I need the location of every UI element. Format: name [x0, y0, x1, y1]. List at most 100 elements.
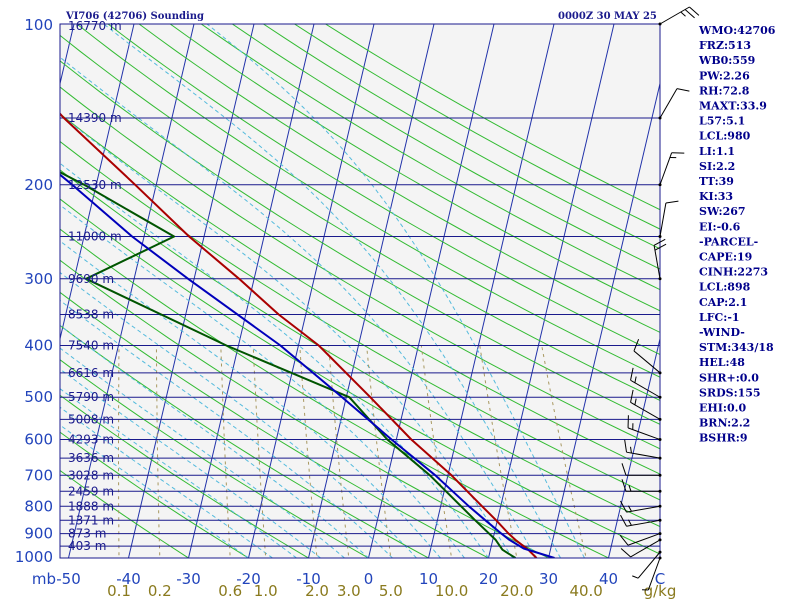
dry-adiabat-line — [76, 24, 660, 378]
height-label: 5790 m — [68, 390, 114, 404]
index-value: WB0:559 — [698, 54, 755, 67]
mixing-ratio-line — [252, 345, 267, 558]
isotherm-line — [248, 24, 375, 558]
height-label: 403 m — [68, 539, 106, 553]
mixing-ratio-line — [541, 345, 587, 558]
mixing-ratio-tick-label: 20.0 — [500, 582, 533, 600]
wind-barb — [658, 200, 679, 238]
index-value: SI:2.2 — [699, 160, 735, 173]
dry-adiabat-line — [263, 24, 660, 250]
wind-barb — [653, 238, 667, 281]
mixing-ratio-tick-label: 0.2 — [148, 582, 172, 600]
sounding-profiles — [60, 112, 555, 558]
mixing-ratio-line — [118, 345, 120, 558]
sounding-time: 0000Z 30 MAY 25 — [558, 11, 657, 22]
mixing-ratio-line — [366, 345, 392, 558]
pressure-tick-label: 900 — [24, 525, 53, 543]
height-label: 4293 m — [68, 433, 114, 447]
pressure-tick-label: 500 — [24, 388, 53, 406]
height-label: 6616 m — [68, 366, 114, 380]
mixing-ratio-tick-label: 2.0 — [305, 582, 329, 600]
mixing-ratio-line — [299, 345, 318, 558]
index-value: -WIND- — [699, 326, 745, 339]
wind-barb — [658, 152, 685, 187]
height-label: 14390 m — [68, 111, 122, 125]
dry-adiabat-line — [200, 24, 660, 291]
wind-barb — [630, 367, 662, 399]
height-label: 5008 m — [68, 412, 114, 426]
parcel-profile — [60, 173, 555, 558]
index-value: LI:1.1 — [699, 145, 735, 158]
dry-adiabat-line — [325, 24, 660, 211]
wind-barb — [630, 389, 662, 421]
height-label: 12530 m — [68, 178, 122, 192]
index-value: BRN:2.2 — [699, 417, 750, 430]
height-label: 11000 m — [68, 229, 122, 243]
index-value: CAP:2.1 — [699, 296, 747, 309]
index-value: SRDS:155 — [699, 386, 761, 399]
pressure-tick-label: 400 — [24, 337, 53, 355]
index-value: FRZ:513 — [699, 39, 751, 52]
height-label: 3028 m — [68, 468, 114, 482]
pressure-tick-label: 800 — [24, 497, 53, 515]
index-value: EHI:0.0 — [699, 402, 746, 415]
height-label: 2459 m — [68, 484, 114, 498]
height-label: 873 m — [68, 527, 106, 541]
index-value: RH:72.8 — [699, 84, 750, 97]
mixing-ratio-tick-label: 5.0 — [379, 582, 403, 600]
plot-frame — [59, 23, 661, 559]
dry-adiabat-line — [138, 24, 660, 333]
isotherm-line — [548, 81, 660, 558]
index-value: MAXT:33.9 — [699, 100, 767, 113]
index-value: KI:33 — [699, 190, 733, 203]
temperature-unit-label: C — [655, 570, 665, 588]
wind-barb — [621, 479, 662, 493]
temperature-tick-label: 0 — [364, 570, 374, 588]
isotherm-line — [368, 24, 495, 558]
wind-barb — [620, 514, 662, 527]
dry-adiabat-line — [60, 60, 660, 425]
index-value: SHR+:0.0 — [699, 371, 759, 384]
indices-panel: WMO:42706 FRZ:513 WB0:559 PW:2.26 RH:72.8 MAX… — [698, 24, 776, 442]
isotherm-line — [428, 24, 555, 558]
dry-adiabat-line — [169, 24, 660, 312]
wind-barb — [658, 88, 690, 120]
temperature-tick-label: -50 — [56, 570, 81, 588]
temperature-tick-label: 40 — [599, 570, 618, 588]
mixing-ratio-tick-label: 40.0 — [569, 582, 602, 600]
temperature-tick-label: -30 — [176, 570, 201, 588]
index-value: LFC:-1 — [699, 311, 740, 324]
pressure-tick-label: 300 — [24, 270, 53, 288]
wind-barb — [642, 556, 662, 591]
index-value: PW:2.26 — [699, 69, 750, 82]
pressure-tick-label: 200 — [24, 176, 53, 194]
wind-barb — [620, 538, 662, 558]
height-label: 7540 m — [68, 339, 114, 353]
dry-adiabat-line — [60, 324, 430, 558]
dewpoint-profile — [60, 171, 517, 558]
temperature-tick-label: -20 — [236, 570, 261, 588]
pressure-tick-label: 100 — [24, 16, 53, 34]
height-label: 1371 m — [68, 513, 114, 527]
mixing-ratio-line — [220, 345, 231, 558]
temperature-tick-label: -40 — [116, 570, 141, 588]
dry-adiabat-line — [107, 24, 660, 356]
index-value: EI:-0.6 — [699, 220, 741, 233]
wind-barb — [620, 500, 662, 513]
index-value: -PARCEL- — [699, 235, 758, 248]
index-value: LCL:980 — [699, 130, 751, 143]
isotherm-line — [308, 24, 435, 558]
index-value: CINH:2273 — [699, 266, 768, 279]
dry-adiabat-line — [60, 140, 660, 501]
station-title: VI706 (42706) Sounding — [65, 11, 204, 22]
dry-adiabat-line — [60, 34, 660, 401]
dry-adiabat-line — [60, 291, 490, 558]
index-value: HEL:48 — [699, 356, 745, 369]
wind-barb — [633, 339, 662, 375]
wind-barbs — [619, 6, 700, 591]
isotherm-line — [0, 24, 14, 558]
height-label: 9690 m — [68, 272, 114, 286]
temperature-tick-label: -10 — [296, 570, 321, 588]
dry-adiabat-line — [60, 169, 660, 528]
mixing-ratio-line — [328, 345, 350, 558]
